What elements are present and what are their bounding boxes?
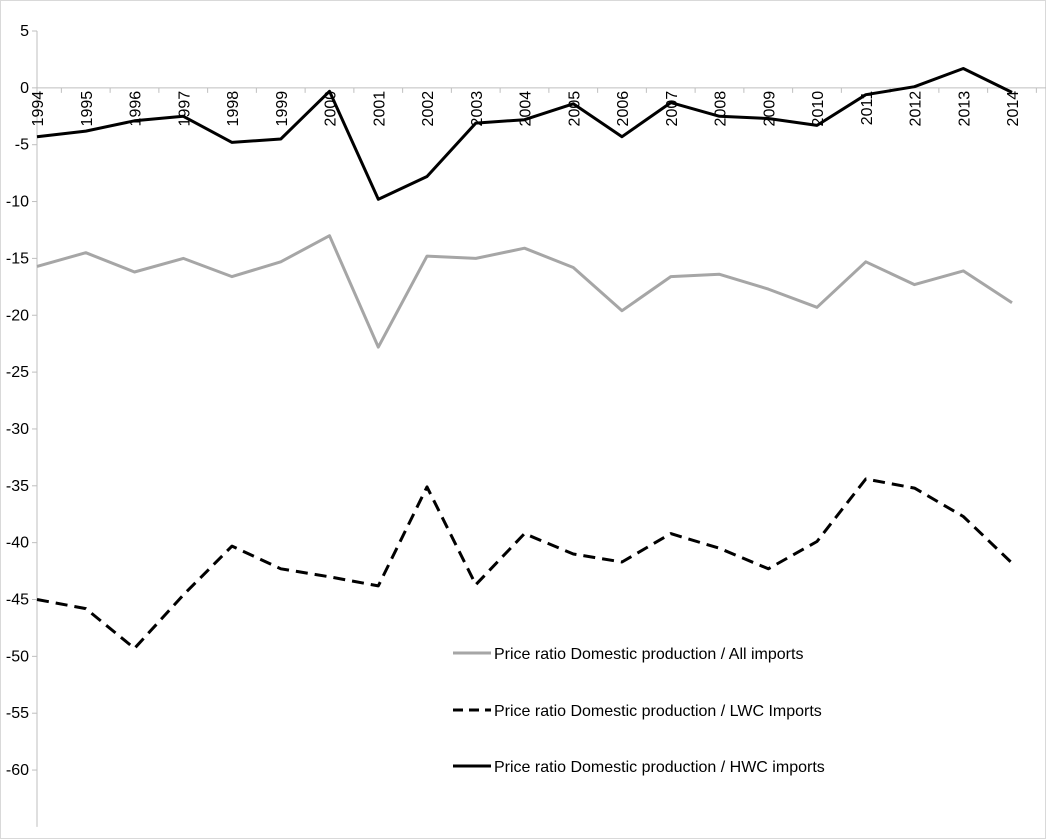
y-tick-label: -10: [6, 194, 29, 211]
series-line-1: [36, 234, 1013, 349]
x-tick-label: 2002: [420, 91, 437, 127]
series-line-3: [36, 67, 1013, 201]
y-tick-label: -30: [6, 421, 29, 438]
x-tick-label: 1999: [274, 91, 291, 127]
x-tick-label: 2007: [664, 91, 681, 127]
y-tick-label: -25: [6, 364, 29, 381]
x-tick-label: 2001: [371, 91, 388, 127]
x-tick-label: 2006: [615, 91, 632, 127]
x-tick-label: 1996: [128, 91, 145, 127]
x-tick-label: 2011: [859, 91, 876, 126]
y-tick-label: -40: [6, 535, 29, 552]
y-tick-label: -45: [6, 592, 29, 609]
x-tick-label: 1994: [30, 91, 47, 127]
series-line-2: [36, 477, 1014, 650]
y-tick-label: 0: [20, 80, 29, 97]
y-tick-label: 5: [20, 23, 29, 40]
x-tick-label: 1995: [79, 91, 96, 127]
x-tick-label: 2000: [323, 91, 340, 127]
y-tick-label: -50: [6, 648, 29, 665]
x-tick-label: 2005: [566, 91, 583, 127]
x-tick-label: 2003: [469, 91, 486, 127]
x-tick-label: 2008: [713, 91, 730, 127]
legend-label-1: Price ratio Domestic production / All im…: [494, 646, 803, 663]
x-tick-label: 2009: [761, 91, 778, 127]
legend-label-3: Price ratio Domestic production / HWC im…: [494, 759, 825, 776]
y-tick-label: -15: [6, 250, 29, 267]
x-tick-label: 2014: [1005, 91, 1022, 127]
y-tick-label: -5: [15, 137, 29, 154]
y-tick-label: -35: [6, 478, 29, 495]
x-tick-label: 1998: [225, 91, 242, 127]
legend-label-2: Price ratio Domestic production / LWC Im…: [494, 703, 822, 720]
x-tick-label: 2013: [956, 91, 973, 127]
y-tick-label: -20: [6, 307, 29, 324]
y-tick-label: -55: [6, 705, 29, 722]
x-tick-label: 2010: [810, 91, 827, 127]
x-tick-label: 2012: [908, 91, 925, 127]
y-tick-label: -60: [6, 762, 29, 779]
